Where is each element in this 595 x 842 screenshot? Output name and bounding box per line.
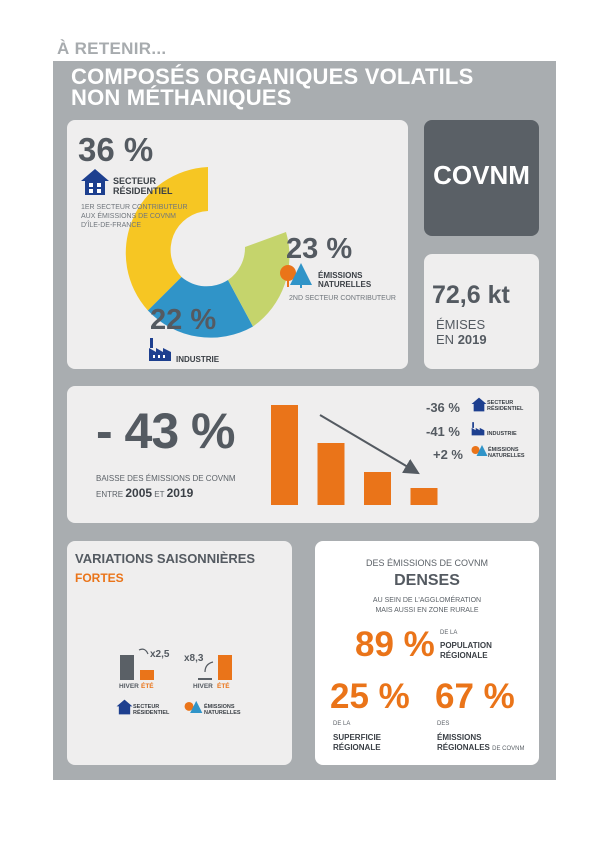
trend-item-industrie-label: INDUSTRIE (487, 431, 517, 437)
trend-bar (410, 488, 438, 505)
ete-bar (218, 655, 232, 680)
page-title: COMPOSÉS ORGANIQUES VOLATILS NON MÉTHANI… (71, 64, 551, 110)
hiver-bar (120, 655, 134, 680)
trend-item-industrie-value: -41 % (426, 424, 460, 439)
donut-segment-industrie (147, 277, 253, 338)
residentiel-seasonal-bars (120, 648, 154, 680)
trees-icon (471, 444, 489, 458)
naturelles-ete: ÉTÉ (217, 683, 230, 690)
superficie-label: SUPERFICIE RÉGIONALE (333, 733, 382, 752)
trend-bar (364, 472, 391, 505)
house-icon (471, 397, 487, 412)
industrie-pct: 22 % (150, 304, 217, 336)
naturelles-factor: x8,3 (184, 653, 204, 664)
naturelles-seasonal-bars (198, 655, 232, 680)
kicker: À RETENIR... (57, 39, 167, 58)
title-line-1: COMPOSÉS ORGANIQUES VOLATILS (71, 64, 474, 89)
ete-bar (140, 670, 154, 680)
seasonal-residentiel-label: SECTEUR RÉSIDENTIEL (133, 704, 170, 716)
naturelles-note: 2ND SECTEUR CONTRIBUTEUR (289, 295, 396, 302)
factory-icon (471, 421, 485, 436)
emissions-regionales-label-prefix: DES (437, 721, 450, 727)
trend-item-naturelles-label: ÉMISSIONS NATURELLES (488, 447, 525, 459)
trend-item-naturelles-value: +2 % (433, 447, 463, 462)
industrie-label: INDUSTRIE (176, 355, 220, 364)
naturelles-label: ÉMISSIONS NATURELLES (318, 271, 372, 289)
factory-icon (148, 336, 172, 362)
emissions-regionales-value: 67 % (435, 677, 515, 716)
dense-line-1: DES ÉMISSIONS DE COVNM (365, 558, 489, 568)
seasonal-title: VARIATIONS SAISONNIÈRES (75, 551, 256, 566)
seasonal-card (67, 541, 292, 765)
superficie-label-prefix: DE LA (333, 721, 351, 727)
emissions-box (424, 254, 539, 369)
naturelles-hiver: HIVER (193, 683, 213, 690)
residentiel-ete: ÉTÉ (141, 683, 154, 690)
trend-value: - 43 % (96, 403, 236, 459)
population-label: POPULATION RÉGIONALE (440, 641, 492, 660)
emissions-value: 72,6 kt (432, 281, 510, 309)
covnm-box (424, 120, 539, 236)
trend-item-residentiel-label: SECTEUR RÉSIDENTIEL (487, 400, 524, 412)
trend-arrow (319, 414, 420, 475)
emissions-regionales-label: ÉMISSIONS RÉGIONALES DE COVNM (437, 733, 525, 752)
seasonal-subtitle: FORTES (75, 571, 124, 585)
dense-headline: DENSES (394, 572, 460, 589)
trend-bar (317, 443, 345, 505)
dense-card (315, 541, 539, 765)
seasonal-naturelles-label: ÉMISSIONS NATURELLES (204, 704, 241, 716)
population-value: 89 % (355, 625, 435, 664)
trees-icon (184, 700, 204, 715)
residentiel-label: SECTEUR RÉSIDENTIEL (113, 176, 173, 196)
residentiel-pct: 36 % (78, 131, 154, 168)
house-icon (80, 168, 110, 196)
donut-chart (125, 167, 290, 338)
emissions-label: ÉMISES EN 2019 (436, 317, 487, 347)
title-line-2: NON MÉTHANIQUES (71, 85, 292, 110)
superficie-value: 25 % (330, 677, 410, 716)
residentiel-note: 1ER SECTEUR CONTRIBUTEUR AUX ÉMISSIONS D… (81, 204, 188, 229)
trend-bar (271, 405, 298, 505)
curved-arrow-icon (138, 648, 149, 655)
dense-subtext: AU SEIN DE L'AGGLOMÉRATION MAIS AUSSI EN… (372, 597, 482, 614)
curved-arrow-icon (204, 661, 214, 673)
residentiel-factor: x2,5 (150, 649, 170, 660)
donut-segment-naturelles (228, 232, 290, 327)
trend-item-residentiel-value: -36 % (426, 400, 460, 415)
house-icon (116, 699, 133, 715)
trees-icon (279, 262, 315, 288)
trend-card (67, 386, 539, 523)
hiver-bar (198, 678, 212, 680)
trend-caption: BAISSE DES ÉMISSIONS DE COVNM ENTRE 2005… (96, 474, 236, 500)
naturelles-pct: 23 % (286, 233, 353, 265)
donut-segment-residentiel (125, 167, 208, 311)
population-label-prefix: DE LA (440, 630, 458, 636)
trend-bar-chart (271, 405, 438, 505)
covnm-label: COVNM (433, 160, 530, 190)
residentiel-hiver: HIVER (119, 683, 139, 690)
